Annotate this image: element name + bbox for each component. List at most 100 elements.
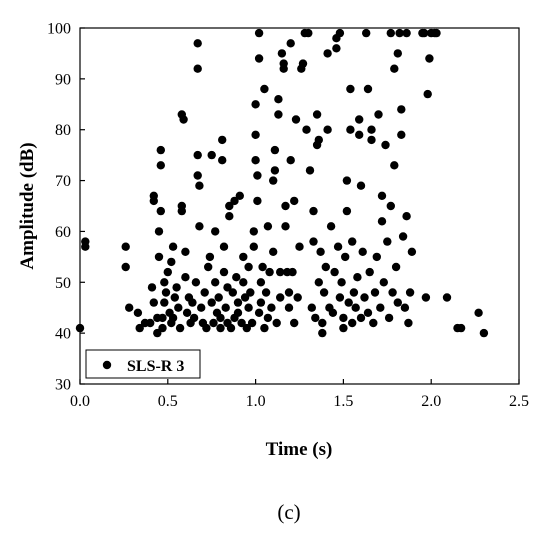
data-point xyxy=(240,293,250,302)
data-point xyxy=(311,313,320,323)
y-tick-label: 40 xyxy=(55,326,71,343)
x-tick-label: 1.0 xyxy=(246,393,266,410)
data-point xyxy=(239,252,248,262)
data-point xyxy=(156,145,165,155)
data-point xyxy=(339,323,348,333)
data-point xyxy=(270,145,280,155)
figure-caption: (c) xyxy=(277,500,300,524)
legend-label: SLS-R 3 xyxy=(127,358,184,375)
data-point xyxy=(225,212,234,221)
data-point xyxy=(228,288,237,297)
data-point xyxy=(254,28,264,38)
data-point xyxy=(125,303,134,312)
data-point xyxy=(168,313,178,323)
data-point xyxy=(318,318,327,328)
data-point xyxy=(290,318,299,328)
data-point xyxy=(254,54,264,63)
data-point xyxy=(226,323,236,333)
data-point xyxy=(205,252,215,262)
data-point xyxy=(200,288,209,297)
data-point xyxy=(182,308,192,317)
data-point xyxy=(393,298,402,307)
data-point xyxy=(269,247,278,256)
data-point xyxy=(193,64,202,73)
data-point xyxy=(160,278,169,287)
data-point xyxy=(156,161,165,170)
data-point xyxy=(239,278,248,287)
data-point xyxy=(251,130,260,139)
legend: SLS-R 3 xyxy=(85,349,201,379)
data-point xyxy=(398,232,408,241)
data-point xyxy=(362,28,371,38)
data-point xyxy=(219,267,229,277)
data-point xyxy=(474,308,483,317)
data-point xyxy=(170,293,179,302)
data-point xyxy=(179,115,188,124)
data-point xyxy=(319,288,329,297)
data-point xyxy=(191,278,201,287)
y-tick-label: 80 xyxy=(55,122,71,139)
data-point xyxy=(400,303,410,312)
data-point xyxy=(174,303,183,312)
data-point xyxy=(304,28,313,38)
y-axis-title: Amplitude (dB) xyxy=(17,142,38,269)
data-point xyxy=(193,150,202,160)
data-point xyxy=(363,308,373,317)
data-point xyxy=(298,59,308,68)
data-point xyxy=(423,89,432,99)
data-point xyxy=(291,115,301,124)
data-point xyxy=(386,201,395,211)
data-point xyxy=(442,293,452,302)
data-point xyxy=(193,39,202,48)
data-point xyxy=(374,110,383,119)
data-point xyxy=(425,54,434,63)
data-point xyxy=(335,28,345,38)
data-point xyxy=(349,288,359,297)
data-point xyxy=(216,313,225,323)
data-point xyxy=(270,166,280,175)
data-point xyxy=(288,267,297,277)
data-point xyxy=(244,262,253,272)
data-point xyxy=(309,206,318,216)
data-point xyxy=(161,288,171,297)
data-point xyxy=(356,181,366,190)
data-point xyxy=(251,156,260,165)
x-tick-label: 0.5 xyxy=(158,393,178,410)
data-point xyxy=(274,95,283,104)
data-point xyxy=(342,206,352,216)
data-point xyxy=(318,328,327,338)
data-point xyxy=(260,84,269,94)
data-point xyxy=(121,242,130,251)
data-point xyxy=(160,298,169,307)
data-point xyxy=(432,28,441,38)
data-point xyxy=(163,267,172,277)
data-point xyxy=(356,313,366,323)
x-tick-label: 2.5 xyxy=(509,393,529,410)
data-point xyxy=(383,237,392,246)
y-tick-label: 70 xyxy=(55,173,71,190)
data-point xyxy=(281,201,290,211)
data-point xyxy=(339,313,348,323)
data-point xyxy=(365,267,374,277)
data-point xyxy=(197,303,206,312)
data-point xyxy=(276,293,285,302)
data-point xyxy=(158,313,167,323)
data-point xyxy=(391,262,401,272)
data-point xyxy=(214,293,223,302)
data-point xyxy=(267,303,276,312)
data-point xyxy=(218,156,227,165)
data-point xyxy=(263,313,273,323)
data-point xyxy=(221,303,230,312)
data-point xyxy=(254,308,264,317)
data-point xyxy=(341,252,350,262)
data-point xyxy=(237,318,246,328)
data-point xyxy=(219,242,229,251)
data-point xyxy=(269,176,278,185)
data-point xyxy=(284,303,294,312)
data-point xyxy=(384,313,394,323)
data-point xyxy=(323,125,332,134)
data-point xyxy=(379,278,388,287)
data-point xyxy=(277,49,287,58)
y-tick-label: 90 xyxy=(55,71,71,88)
